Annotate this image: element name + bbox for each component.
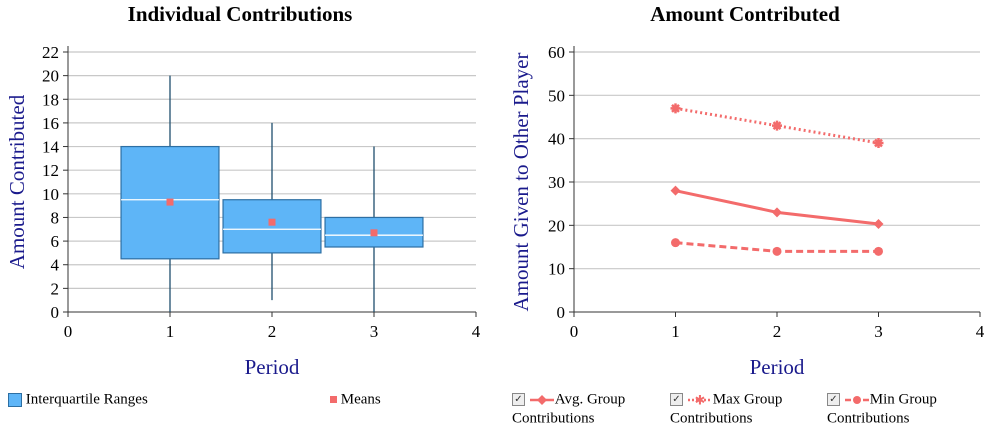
line-x-axis-label: Period [750, 355, 805, 379]
box-ytick-label: 22 [42, 43, 59, 62]
series-line [675, 106, 879, 145]
data-point [670, 103, 681, 114]
iqr-box [222, 199, 322, 254]
box-ytick-label: 16 [42, 114, 59, 133]
mean-marker [370, 229, 378, 237]
right-chart-title: Amount Contributed [650, 2, 840, 26]
line-ytick-label: 10 [548, 260, 565, 279]
legend-iqr-label: Interquartile Ranges [25, 391, 148, 408]
legend-min-line1: Min Group [869, 391, 937, 408]
legend-means: Means [330, 390, 381, 409]
legend-min[interactable]: ✓ Min Group Contributions [827, 390, 937, 427]
box-ytick-label: 12 [42, 161, 59, 180]
legend-max-line2: Contributions [670, 410, 753, 427]
mean-marker [166, 198, 174, 206]
min-checkbox[interactable]: ✓ [827, 393, 840, 407]
legend-max[interactable]: ✓ ✱ Max Group Contributions [670, 390, 782, 427]
legend-max-line1: Max Group [712, 391, 783, 408]
max-checkbox[interactable]: ✓ [670, 393, 683, 407]
data-point [873, 219, 884, 230]
left-chart-title: Individual Contributions [127, 2, 353, 26]
data-point [874, 246, 883, 256]
legend-avg-line1: Avg. Group [554, 391, 626, 408]
line-xtick-label: 3 [874, 322, 883, 341]
data-point [873, 138, 884, 148]
box-ytick-label: 6 [51, 232, 60, 251]
data-point [772, 246, 782, 256]
line-ytick-label: 30 [548, 173, 565, 192]
box-ytick-label: 2 [51, 279, 60, 298]
box-ytick-label: 20 [42, 67, 59, 86]
data-point [670, 185, 681, 196]
avg-legend-marker [529, 394, 554, 405]
box-xtick-label: 0 [64, 322, 73, 341]
box-ytick-label: 8 [51, 208, 60, 227]
legend-iqr: Interquartile Ranges [8, 390, 148, 409]
min-legend-marker [844, 395, 869, 404]
max-legend-marker: ✱ [687, 393, 712, 408]
box-ytick-label: 14 [42, 138, 60, 157]
avg-checkbox[interactable]: ✓ [512, 393, 525, 407]
line-chart: 0 10 20 30 40 50 60 0 1 2 3 4 Period Amount Given to … [509, 43, 985, 379]
legend-min-line2: Contributions [827, 410, 910, 427]
line-xtick-label: 4 [976, 322, 985, 341]
svg-text:✱: ✱ [694, 394, 705, 406]
line-xtick-label: 1 [671, 322, 680, 341]
means-swatch [330, 396, 337, 404]
line-ytick-label: 50 [548, 86, 565, 105]
legend-avg-line2: Contributions [512, 410, 595, 427]
line-ytick-label: 0 [557, 303, 566, 322]
line-y-axis-label: Amount Given to Other Player [509, 53, 533, 312]
line-ytick-label: 20 [548, 216, 565, 235]
line-ytick-label: 40 [548, 130, 565, 149]
line-xtick-label: 0 [570, 322, 579, 341]
box-x-axis-label: Period [245, 355, 300, 379]
mean-marker [268, 218, 276, 226]
legend-avg[interactable]: ✓ Avg. Group Contributions [512, 390, 625, 427]
data-point [671, 238, 680, 248]
box-ytick-label: 10 [42, 185, 59, 204]
box-y-axis-label: Amount Contributed [5, 94, 29, 269]
box-xtick-label: 1 [166, 322, 175, 341]
legend-means-label: Means [340, 391, 381, 408]
box-xtick-label: 4 [472, 322, 481, 341]
box-xtick-label: 2 [268, 322, 277, 341]
line-xtick-label: 2 [773, 322, 782, 341]
line-ytick-label: 60 [548, 43, 565, 62]
box-xtick-label: 3 [370, 322, 379, 341]
box-ytick-label: 0 [51, 303, 60, 322]
box-ytick-label: 4 [51, 256, 60, 275]
data-point [772, 120, 782, 131]
iqr-swatch [8, 392, 22, 407]
box-ytick-label: 18 [42, 90, 59, 109]
data-point [772, 207, 782, 218]
iqr-box [120, 145, 220, 260]
